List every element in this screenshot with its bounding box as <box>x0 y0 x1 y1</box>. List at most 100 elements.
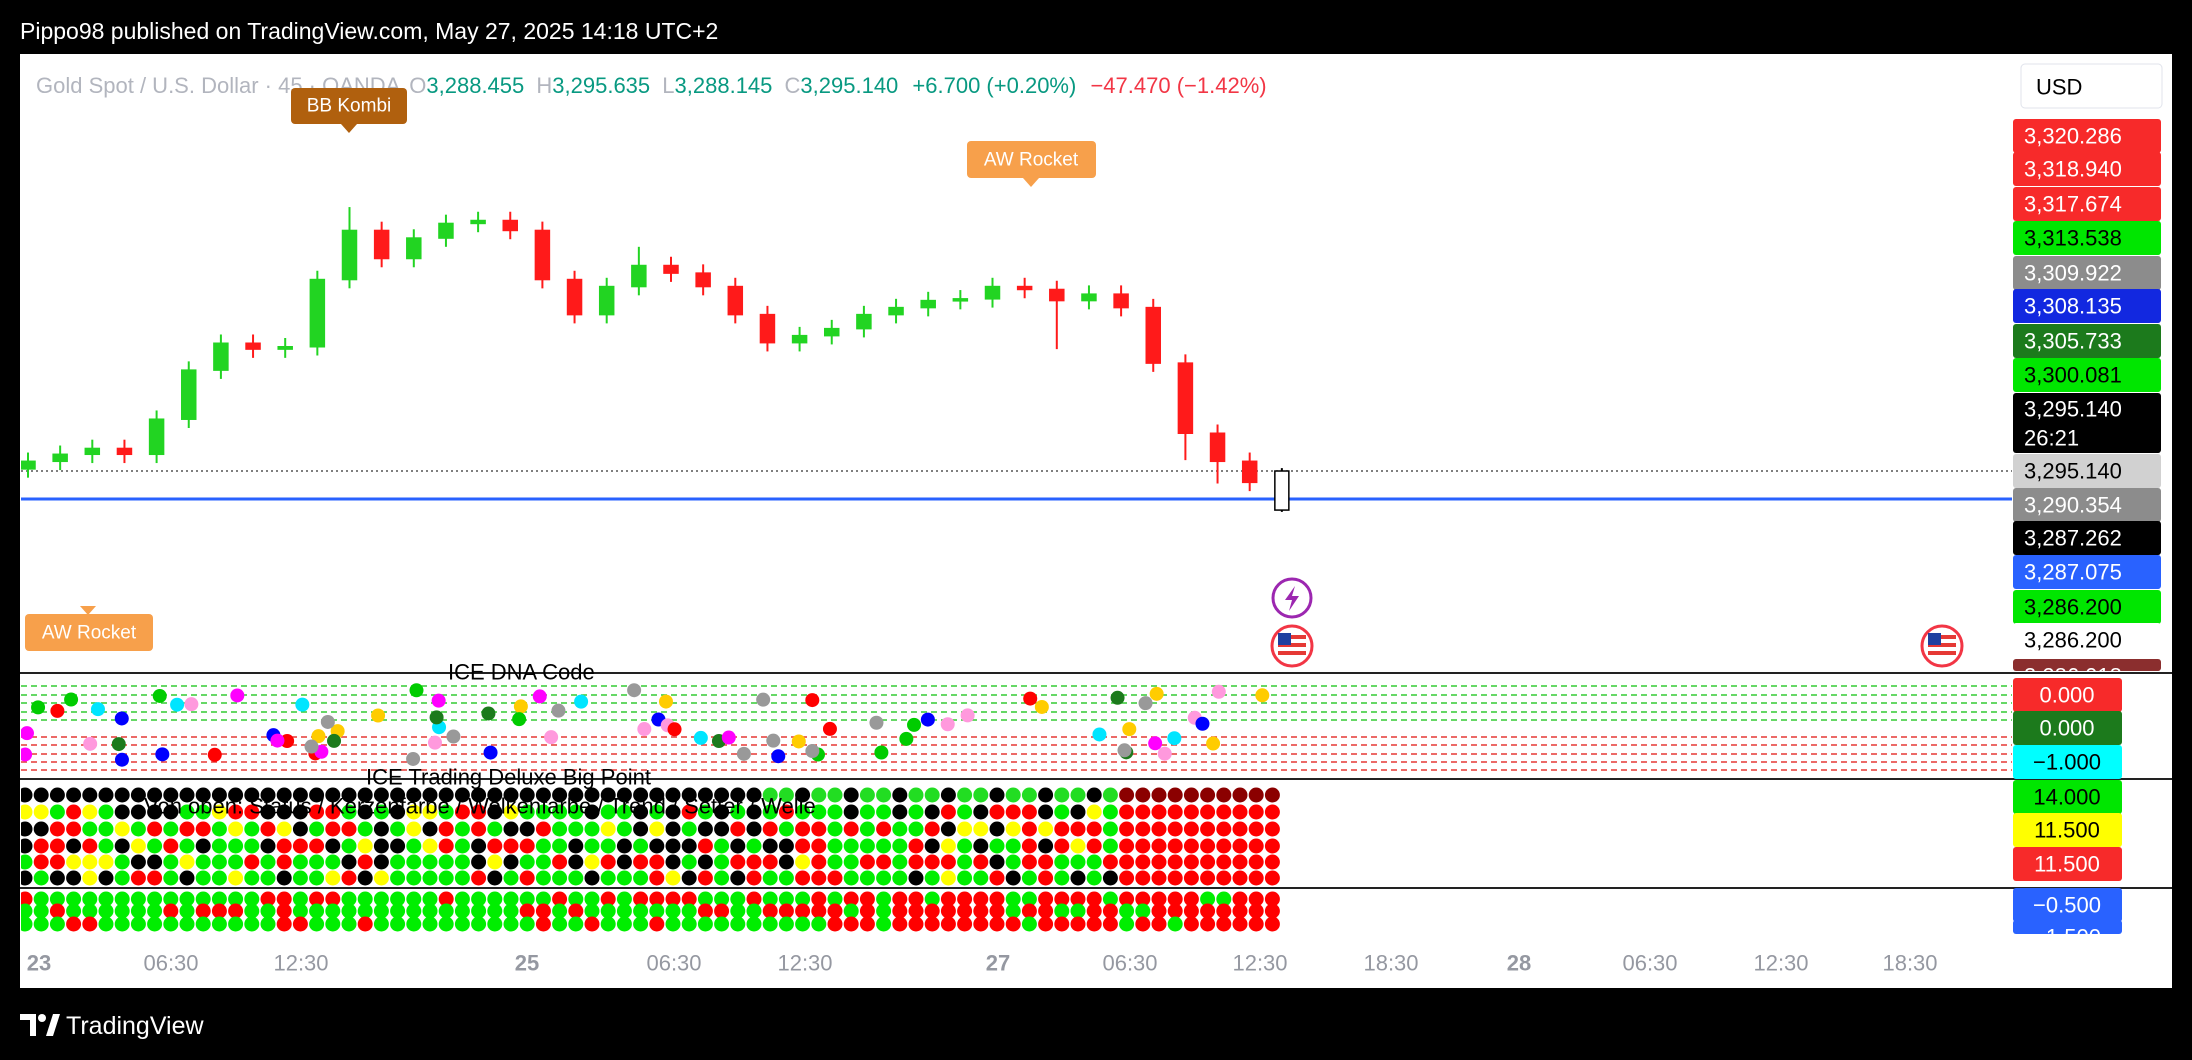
currency-button[interactable] <box>2020 63 2163 109</box>
status-dot <box>195 870 211 886</box>
wave-dot <box>665 891 681 907</box>
wave-dot <box>471 916 487 932</box>
status-dot <box>163 854 179 870</box>
indicator-dot <box>693 730 708 745</box>
indicator-dot <box>1149 686 1164 701</box>
day-change: −47.470 (−1.42%) <box>1090 73 1266 98</box>
low-value: 3,288.145 <box>675 73 773 98</box>
status-dot <box>714 787 730 803</box>
event-icons[interactable] <box>1270 577 1964 668</box>
indicator-dot <box>427 735 442 750</box>
indicator-value-label: 0.000 <box>2013 678 2122 712</box>
candle-body <box>277 346 293 350</box>
indicator-dot <box>551 703 566 718</box>
wave-dot <box>195 903 211 919</box>
time-label: 18:30 <box>1363 951 1418 976</box>
status-dot <box>535 804 551 820</box>
status-dot <box>600 854 616 870</box>
status-dot <box>276 838 292 854</box>
status-dot <box>147 854 163 870</box>
status-dot <box>876 854 892 870</box>
wave-dot <box>989 903 1005 919</box>
status-dot <box>1102 821 1118 837</box>
status-dot <box>82 804 98 820</box>
wave-dot <box>665 916 681 932</box>
indicator-dot <box>431 693 446 708</box>
indicator-dot <box>304 739 319 754</box>
status-dot <box>649 787 665 803</box>
status-dot <box>1005 787 1021 803</box>
status-dot <box>98 787 114 803</box>
wave-dot <box>924 891 940 907</box>
price-label: 3,320.286 <box>2013 119 2161 153</box>
wave-dot <box>357 903 373 919</box>
us-flag-icon[interactable] <box>1920 624 1964 668</box>
status-dot <box>876 804 892 820</box>
candle-body <box>1049 288 1065 302</box>
status-dot <box>1038 854 1054 870</box>
open-value: 3,288.455 <box>426 73 524 98</box>
wave-dot <box>1151 891 1167 907</box>
status-dot <box>195 787 211 803</box>
lightning-glyph <box>1285 586 1299 611</box>
wave-dot <box>1070 916 1086 932</box>
wave-dot <box>244 903 260 919</box>
wave-dot <box>1021 891 1037 907</box>
candle-body <box>1016 285 1033 291</box>
indicator-dot <box>1138 696 1153 711</box>
status-dot <box>1167 804 1183 820</box>
wave-dot <box>1005 891 1021 907</box>
wave-dot <box>163 916 179 932</box>
marker-aw-rocket[interactable]: AW Rocket <box>25 606 153 651</box>
indicator-value-label: −1.500 <box>2013 920 2122 934</box>
status-dot <box>276 870 292 886</box>
wave-dot <box>1248 916 1264 932</box>
status-dot <box>649 854 665 870</box>
marker-aw-rocket[interactable]: AW Rocket <box>967 141 1096 187</box>
wave-dot <box>179 916 195 932</box>
indicator-label-text: −0.500 <box>2033 893 2101 918</box>
wave-dot <box>471 903 487 919</box>
status-dot <box>211 870 227 886</box>
status-dot <box>1119 804 1135 820</box>
status-dot <box>21 854 33 870</box>
status-dot <box>876 821 892 837</box>
status-dot <box>843 854 859 870</box>
candle-body <box>952 298 969 302</box>
candle-body <box>148 418 165 456</box>
status-dot <box>390 787 406 803</box>
status-dot <box>503 804 519 820</box>
footer-logo[interactable]: TradingView <box>20 1012 205 1040</box>
status-dot <box>746 870 762 886</box>
status-dot <box>957 870 973 886</box>
wave-dot <box>1183 891 1199 907</box>
price-label-box <box>2013 623 2161 657</box>
price-label-box <box>2013 119 2161 153</box>
status-dot <box>244 870 260 886</box>
status-dot <box>552 870 568 886</box>
wave-dot <box>1200 916 1216 932</box>
status-dot <box>292 821 308 837</box>
wave-dot <box>1102 891 1118 907</box>
status-dot <box>778 787 794 803</box>
us-flag-icon[interactable] <box>1270 624 1314 668</box>
status-dot <box>1183 854 1199 870</box>
wave-dot <box>195 891 211 907</box>
time-label: 28 <box>1507 951 1531 976</box>
status-dot <box>908 870 924 886</box>
wave-dot <box>908 891 924 907</box>
indicator-value-label: 0.000 <box>2013 711 2122 745</box>
wave-dot <box>730 891 746 907</box>
status-dot <box>147 787 163 803</box>
close-value: 3,295.140 <box>800 73 898 98</box>
status-dot <box>1054 787 1070 803</box>
status-dot <box>519 821 535 837</box>
status-dot <box>811 838 827 854</box>
marker-bb-kombi[interactable]: BB Kombi <box>291 88 407 133</box>
price-label-box <box>2013 590 2161 624</box>
status-dot <box>633 870 649 886</box>
status-dot <box>827 854 843 870</box>
status-dot <box>714 821 730 837</box>
wave-dot <box>422 903 438 919</box>
status-dot <box>1135 838 1151 854</box>
